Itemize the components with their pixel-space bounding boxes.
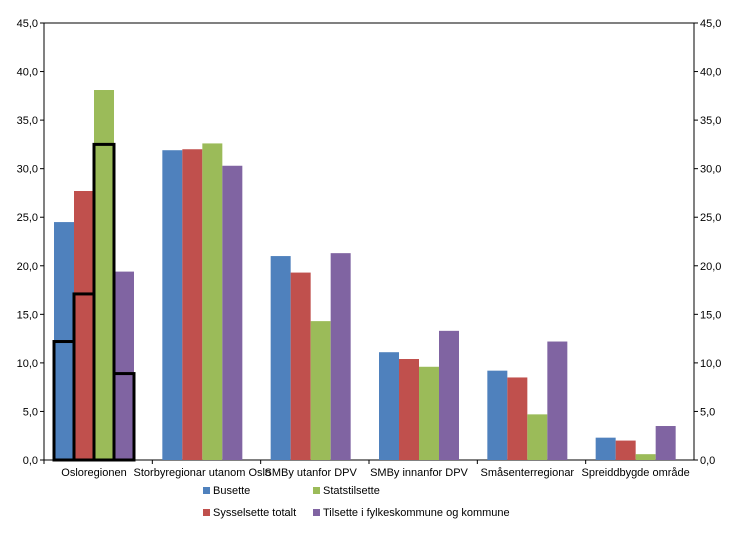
bar-tilsette-i-fylkeskommune-og-kommune — [655, 426, 676, 460]
bar-tilsette-i-fylkeskommune-og-kommune — [439, 330, 459, 460]
bar-sysselsette-totalt — [507, 377, 528, 460]
bar-tilsette-i-fylkeskommune-og-kommune — [330, 253, 351, 460]
category-label: Småsenterregionar — [481, 467, 575, 479]
category-label: Storbyregionar utanom Oslo — [134, 467, 272, 479]
category-label: SMBy utanfor DPV — [265, 467, 358, 479]
bar-statstilsette — [635, 454, 656, 460]
x-axis-categories: Osloregionen Storbyregionar utanom OsloSM… — [43, 460, 690, 479]
legend-swatch — [313, 487, 320, 494]
right-tick-label: 15,0 — [700, 309, 721, 321]
legend-label: Tilsette i fylkeskommune og kommune — [323, 507, 510, 519]
left-tick-label: 10,0 — [17, 358, 38, 370]
outline-bar — [112, 372, 136, 462]
left-tick-label: 0,0 — [23, 455, 38, 467]
right-y-axis: 0,0 5,0 10,0 15,0 20,0 25,0 30,0 35,0 40,0 45,0 — [694, 18, 721, 467]
legend-swatch — [203, 487, 210, 494]
bar-sysselsette-totalt — [182, 149, 203, 460]
legend-label: Statstilsette — [323, 485, 380, 497]
bar-sysselsette-totalt — [615, 440, 636, 460]
bar-busette — [487, 370, 508, 460]
legend-swatch — [313, 509, 320, 516]
category-label: SMBy innanfor DPV — [370, 467, 468, 479]
overlay-outlines — [52, 142, 136, 462]
left-tick-label: 35,0 — [17, 115, 38, 127]
outline-bar — [92, 142, 116, 462]
right-tick-label: 20,0 — [700, 261, 721, 273]
bar-tilsette-i-fylkeskommune-og-kommune — [222, 165, 243, 460]
right-tick-label: 0,0 — [700, 455, 715, 467]
legend: Busette Sysselsette totalt Statstilsette Ti… — [203, 485, 510, 519]
right-tick-label: 5,0 — [700, 406, 715, 418]
legend-label: Busette — [213, 485, 250, 497]
left-tick-label: 5,0 — [23, 406, 38, 418]
category-label: Osloregionen — [61, 467, 126, 479]
legend-label: Sysselsette totalt — [213, 507, 296, 519]
bars-group — [54, 90, 676, 461]
bar-statstilsette — [310, 321, 331, 460]
left-y-axis: 0,0 5,0 10,0 15,0 20,0 25,0 30,0 35,0 40,0 45,0 — [17, 18, 44, 467]
bar-statstilsette — [202, 143, 223, 460]
right-tick-label: 10,0 — [700, 358, 721, 370]
bar-busette — [595, 437, 616, 460]
bar-statstilsette — [527, 414, 548, 460]
left-tick-label: 25,0 — [17, 212, 38, 224]
left-tick-label: 45,0 — [17, 18, 38, 30]
right-tick-label: 30,0 — [700, 164, 721, 176]
bar-tilsette-i-fylkeskommune-og-kommune — [114, 271, 134, 460]
category-label: Spreiddbygde område — [582, 467, 690, 479]
bar-busette — [379, 352, 399, 460]
left-tick-label: 40,0 — [17, 67, 38, 79]
left-tick-label: 30,0 — [17, 164, 38, 176]
left-tick-label: 20,0 — [17, 261, 38, 273]
right-tick-label: 40,0 — [700, 67, 721, 79]
right-tick-label: 35,0 — [700, 115, 721, 127]
bar-tilsette-i-fylkeskommune-og-kommune — [547, 341, 568, 460]
bar-sysselsette-totalt — [74, 191, 94, 460]
bar-statstilsette — [94, 90, 114, 461]
bar-statstilsette — [419, 366, 439, 460]
plot-area — [43, 22, 695, 461]
bar-busette — [270, 256, 291, 460]
bar-sysselsette-totalt — [290, 272, 311, 460]
right-tick-label: 25,0 — [700, 212, 721, 224]
bar-sysselsette-totalt — [399, 359, 419, 460]
bar-busette — [162, 150, 183, 460]
left-tick-label: 15,0 — [17, 309, 38, 321]
right-tick-label: 45,0 — [700, 18, 721, 30]
legend-swatch — [203, 509, 210, 516]
